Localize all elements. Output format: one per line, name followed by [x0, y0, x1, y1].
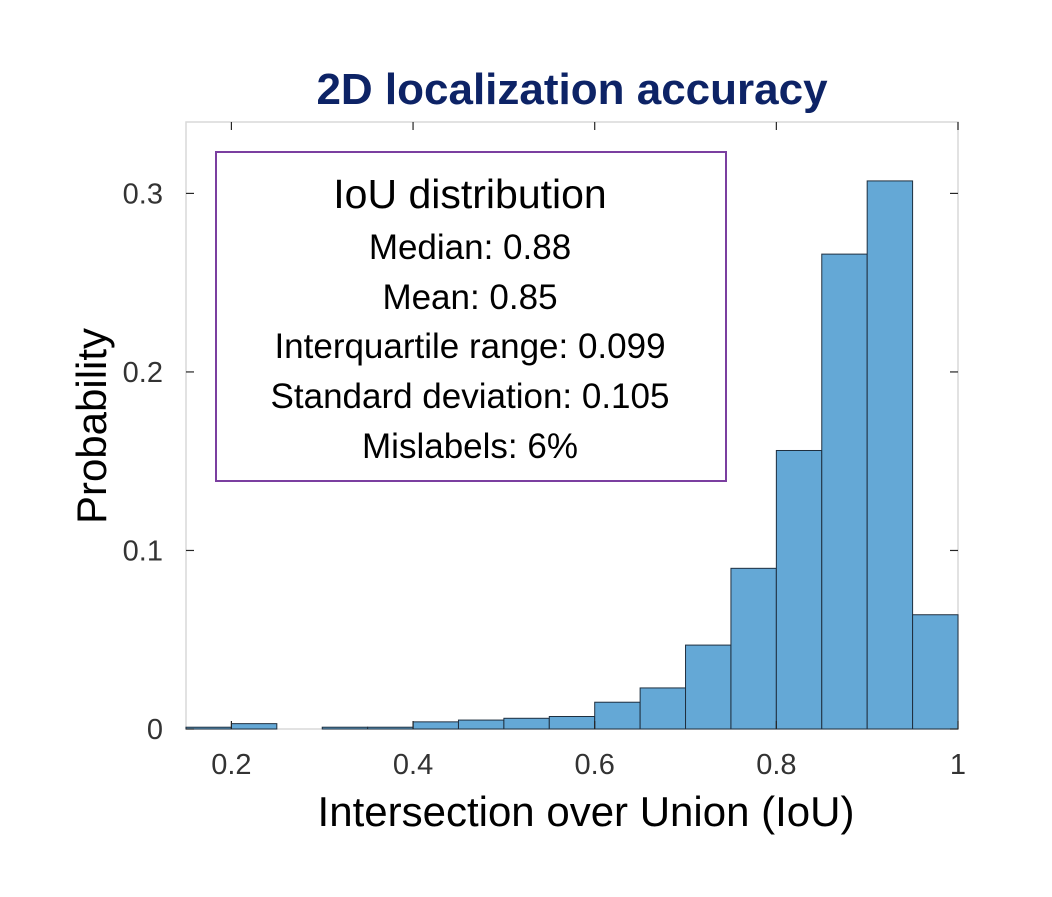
stats-box-title: IoU distribution — [333, 171, 606, 217]
histogram-bar — [503, 717, 550, 730]
histogram-bar — [821, 253, 868, 730]
x-axis-ticks: 0.2 0.4 0.6 0.8 1 — [211, 122, 966, 781]
histogram-bar — [412, 721, 459, 730]
x-tick-label: 1 — [950, 749, 966, 781]
histogram-bar — [775, 449, 823, 730]
histogram-bar — [457, 719, 505, 730]
histogram-bar — [639, 687, 687, 730]
x-tick-label: 0.8 — [756, 749, 796, 781]
histogram-bar — [685, 644, 732, 730]
y-tick-label: 0.3 — [123, 178, 163, 210]
stats-iqr: Interquartile range: 0.099 — [274, 327, 665, 366]
histogram-bar — [548, 716, 596, 730]
histogram-bars — [185, 180, 959, 730]
stats-mislabels: Mislabels: 6% — [362, 427, 578, 466]
y-tick-label: 0.1 — [123, 535, 163, 567]
histogram-bar — [866, 180, 914, 730]
histogram-bar — [730, 567, 777, 730]
histogram-bar — [321, 726, 369, 730]
histogram-bar — [912, 614, 959, 730]
stats-std: Standard deviation: 0.105 — [271, 377, 670, 416]
stats-box-border — [215, 151, 727, 482]
histogram-bar — [367, 726, 414, 730]
y-tick-label: 0 — [147, 714, 163, 746]
stats-median: Median: 0.88 — [369, 228, 571, 267]
y-axis-label: Probability — [68, 328, 115, 524]
x-tick-label: 0.2 — [211, 749, 251, 781]
chart-title: 2D localization accuracy — [316, 65, 828, 114]
x-tick-label: 0.6 — [575, 749, 615, 781]
x-axis-label: Intersection over Union (IoU) — [318, 788, 855, 835]
stats-annotation-box: IoU distribution Median: 0.88 Mean: 0.85… — [215, 151, 727, 482]
y-axis-ticks: 0 0.1 0.2 0.3 — [123, 178, 958, 746]
stats-mean: Mean: 0.85 — [382, 278, 557, 317]
histogram-bar — [594, 701, 641, 730]
y-tick-label: 0.2 — [123, 357, 163, 389]
histogram-bar — [230, 723, 278, 730]
x-tick-label: 0.4 — [393, 749, 433, 781]
